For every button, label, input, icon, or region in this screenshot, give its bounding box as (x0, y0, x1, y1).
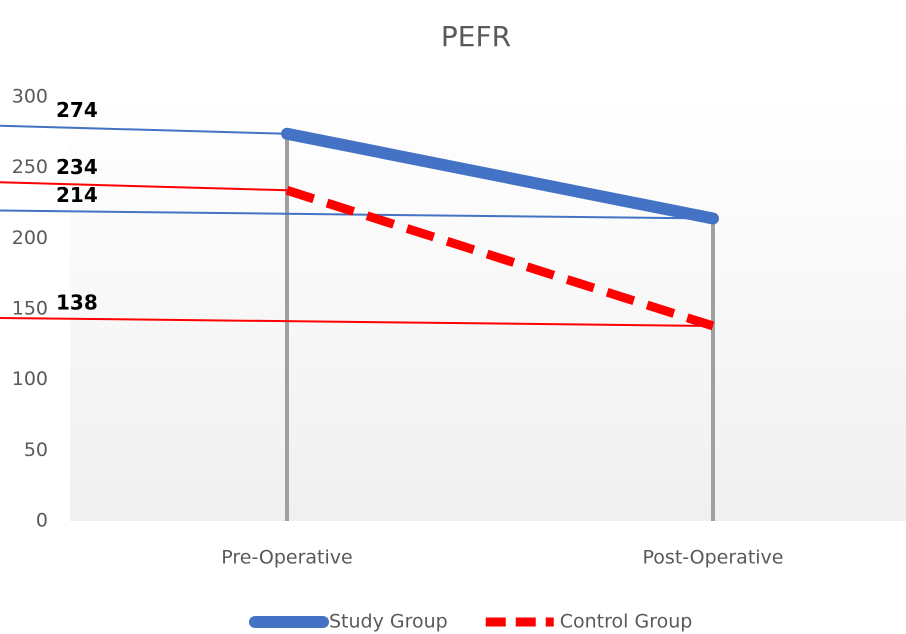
data-label: 138 (56, 290, 98, 314)
y-tick-label: 50 (24, 439, 48, 461)
y-tick-label: 100 (12, 368, 48, 390)
leader-line (0, 209, 714, 220)
leader-line (0, 181, 288, 192)
legend-label: Study Group (329, 611, 448, 633)
legend-label: Control Group (560, 611, 693, 633)
y-tick-label: 0 (36, 510, 48, 532)
y-tick-label: 150 (12, 298, 48, 320)
x-tick-label: Post-Operative (643, 547, 784, 569)
series-line (281, 127, 719, 225)
y-tick-label: 300 (12, 86, 48, 108)
series-line (285, 185, 715, 331)
data-label: 234 (56, 155, 98, 179)
plot-area (70, 97, 906, 521)
data-label: 274 (56, 98, 98, 122)
y-tick-label: 200 (12, 227, 48, 249)
y-tick-label: 250 (12, 156, 48, 178)
leader-line (0, 124, 288, 135)
chart-title: PEFR (441, 20, 511, 53)
x-tick-label: Pre-Operative (221, 547, 352, 569)
leader-line (0, 316, 714, 327)
data-label: 214 (56, 183, 98, 207)
